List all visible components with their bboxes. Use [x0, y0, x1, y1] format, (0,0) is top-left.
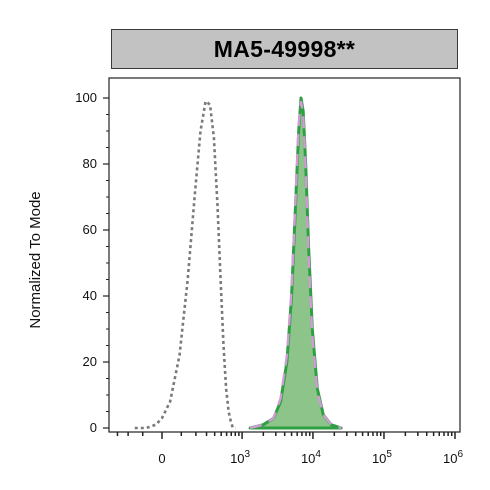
x-tick-label-4: 106	[443, 449, 463, 466]
chart-title: MA5-49998**	[213, 35, 356, 62]
chart-title-box: MA5-49998**	[111, 29, 458, 69]
y-tick-label-5: 100	[75, 90, 97, 105]
series-0-dotted-histogram	[134, 98, 236, 430]
series-2-dashed-histogram	[249, 101, 342, 430]
y-axis-title: Normalized To Mode	[27, 191, 44, 328]
y-tick-label-1: 20	[83, 354, 97, 369]
y-tick-label-0: 0	[90, 420, 97, 435]
y-tick-label-4: 80	[83, 156, 97, 171]
x-tick-label-3: 105	[372, 449, 392, 466]
x-tick-label-1: 103	[230, 449, 250, 466]
x-axis: 0 103 104 105 106	[116, 432, 463, 466]
y-axis: 0 20 40 60 80 100	[75, 90, 109, 435]
x-tick-label-0: 0	[158, 451, 165, 466]
y-tick-label-2: 40	[83, 288, 97, 303]
y-tick-label-3: 60	[83, 222, 97, 237]
series-1-filled-histogram	[248, 96, 343, 430]
x-tick-label-2: 104	[301, 449, 321, 466]
plot-series	[134, 96, 343, 430]
